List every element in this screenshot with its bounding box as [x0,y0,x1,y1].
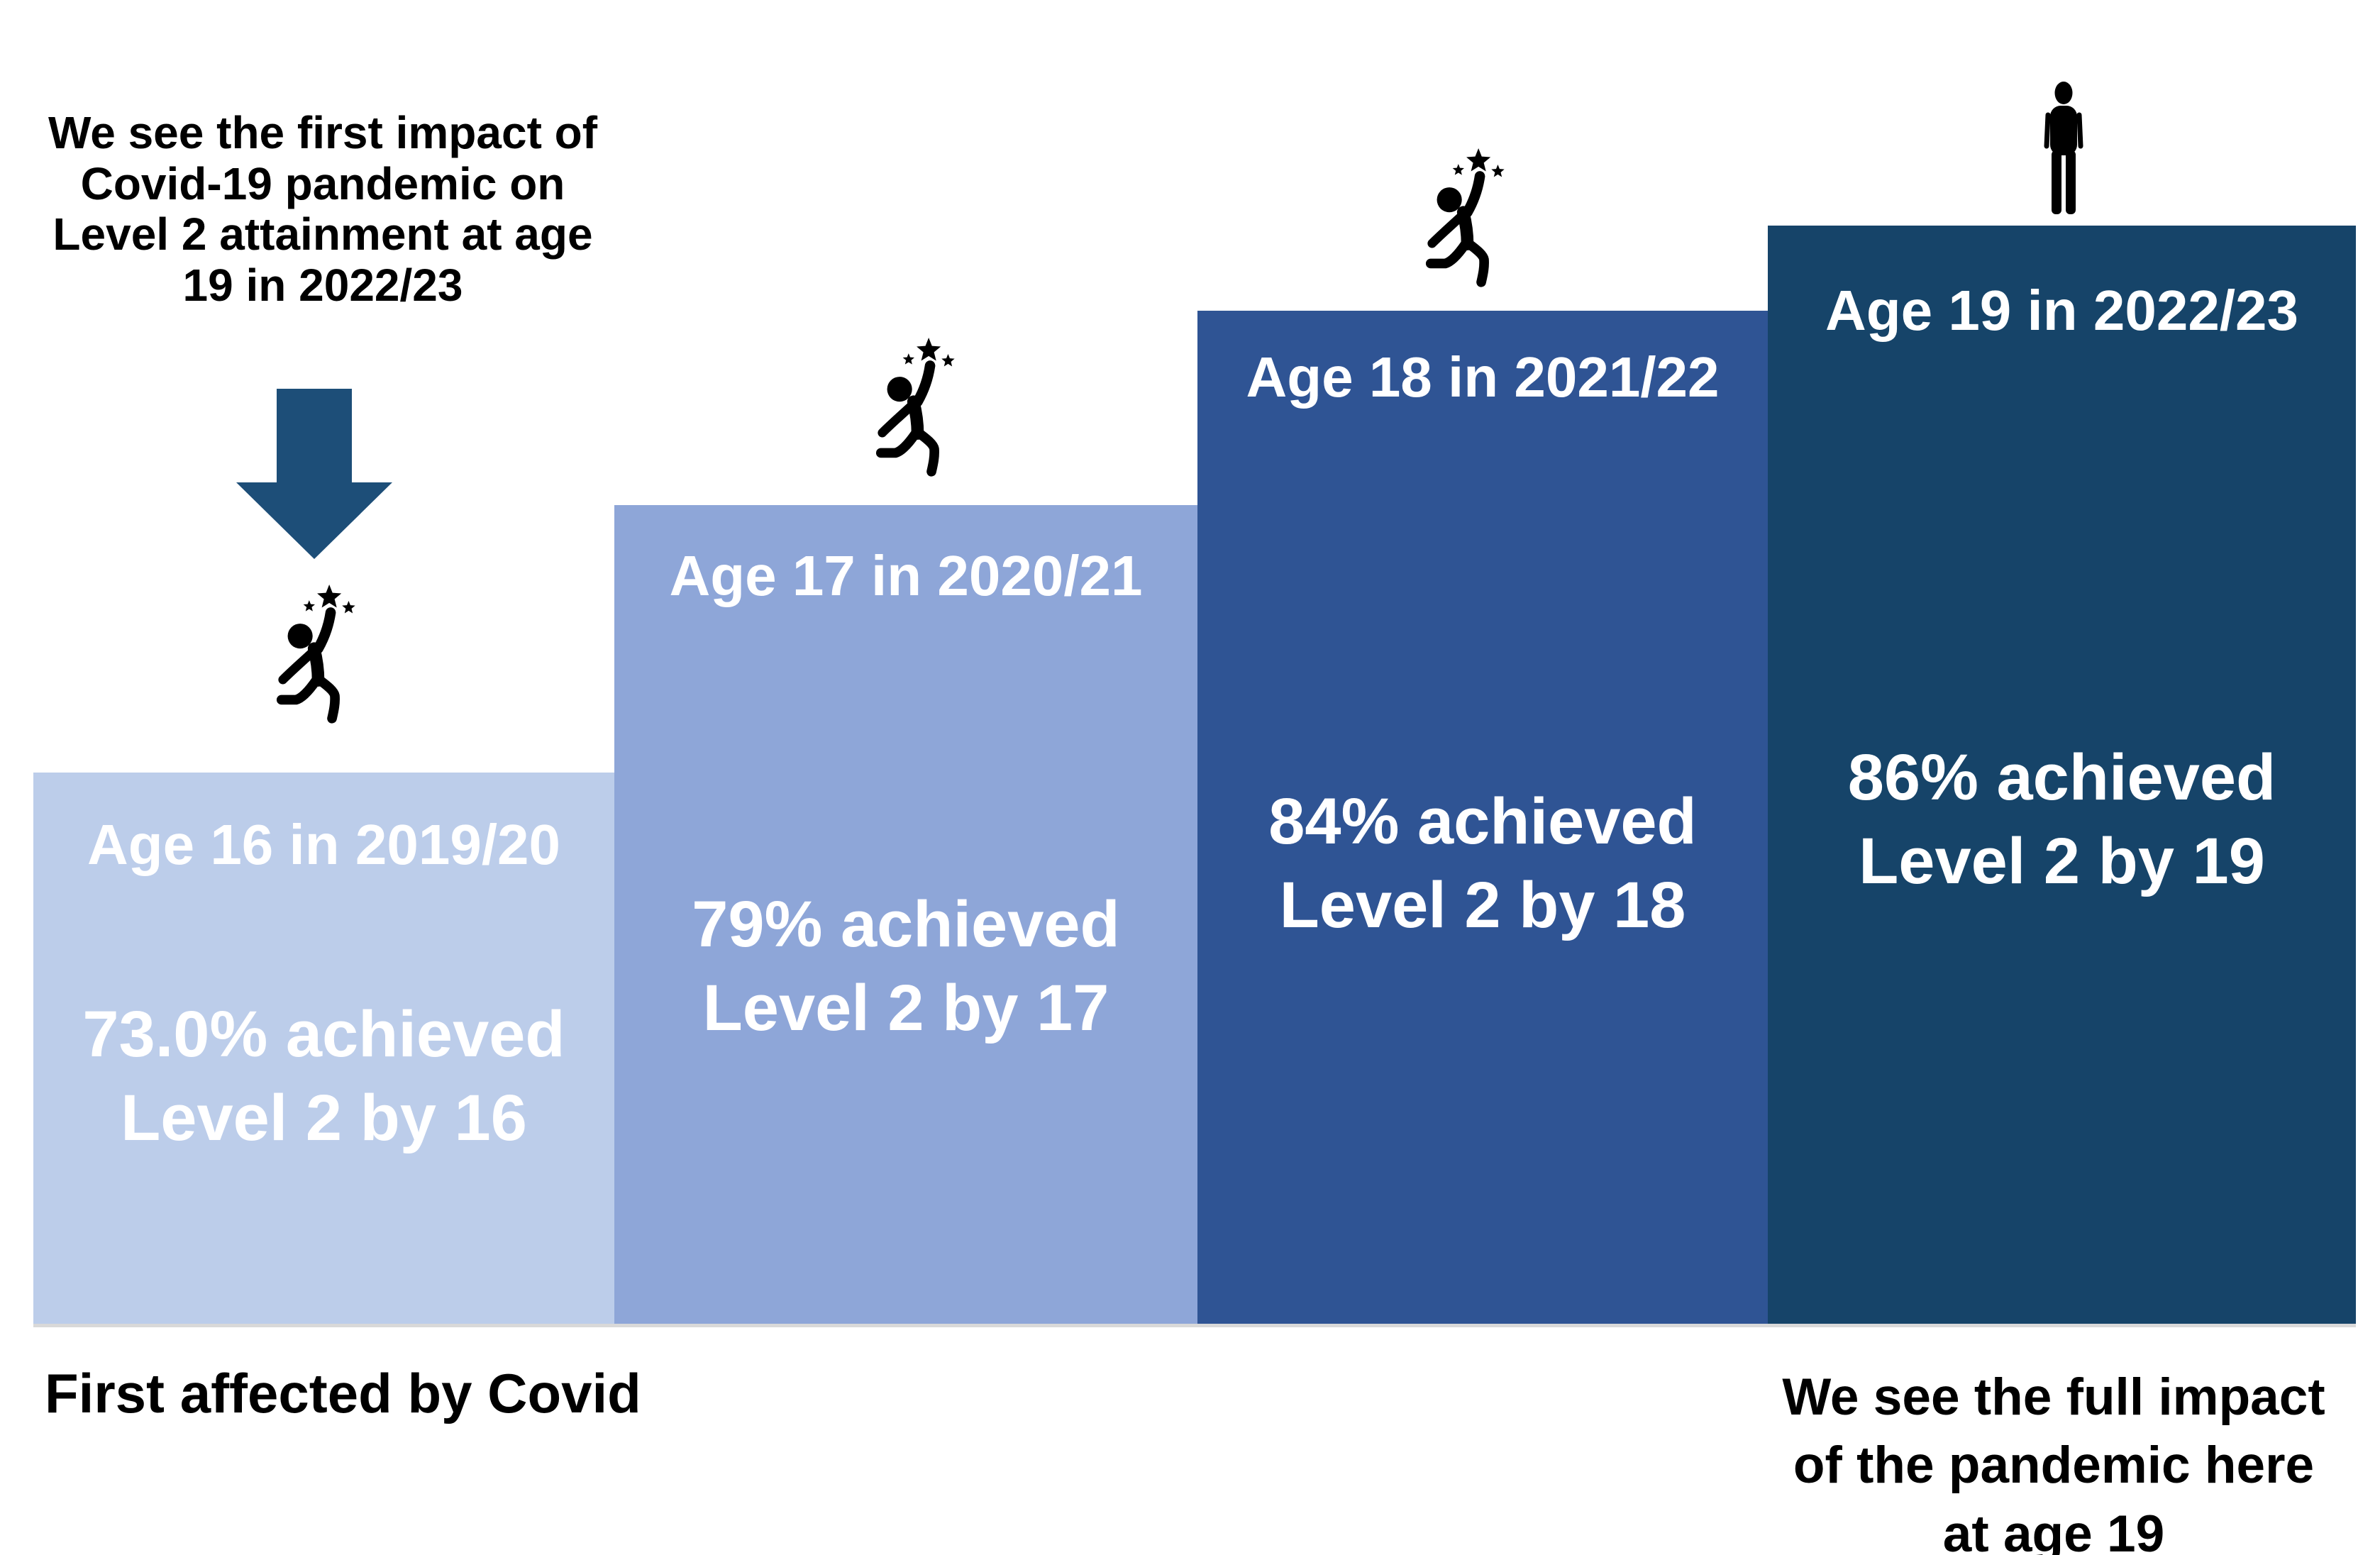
note-line: of the pandemic here [1793,1437,2315,1495]
value-line: 86% achieved [1847,741,2276,814]
value-line: Level 2 by 18 [1279,868,1686,941]
bar-age-18: Age 18 in 2021/22 84% achieved Level 2 b… [1197,311,1768,1324]
first-affected-label: First affected by Covid [45,1362,641,1424]
note-line: 19 in 2022/23 [182,260,463,311]
reaching-star-person-icon [1424,144,1511,293]
bar-age-18-header: Age 18 in 2021/22 [1246,345,1720,409]
note-line: We see the first impact of [48,107,598,158]
note-line: Covid-19 pandemic on [80,157,565,209]
value-line: 79% achieved [692,888,1120,961]
note-line: at age 19 [1942,1505,2165,1555]
value-line: 84% achieved [1268,785,1697,858]
bar-age-19: Age 19 in 2022/23 86% achieved Level 2 b… [1768,226,2356,1324]
bar-age-17: Age 17 in 2020/21 79% achieved Level 2 b… [614,505,1197,1324]
note-line: We see the full impact [1782,1368,2325,1426]
reaching-star-person-icon [275,580,362,729]
down-arrow-icon [236,389,392,559]
bars-baseline [33,1324,2356,1327]
bar-age-17-header: Age 17 in 2020/21 [669,544,1143,607]
standing-person-icon [2041,79,2086,218]
value-line: Level 2 by 16 [121,1081,527,1154]
full-impact-note: We see the full impact of the pandemic h… [1752,1363,2355,1555]
bar-age-17-value: 79% achieved Level 2 by 17 [614,883,1197,1051]
value-line: Level 2 by 19 [1859,824,2265,897]
value-line: 73.0% achieved [82,998,565,1070]
covid-first-impact-note: We see the first impact of Covid-19 pand… [39,107,607,311]
reaching-star-person-icon [875,333,961,482]
bar-age-18-value: 84% achieved Level 2 by 18 [1197,780,1768,948]
bar-age-16: Age 16 in 2019/20 73.0% achieved Level 2… [33,773,614,1324]
bar-age-16-value: 73.0% achieved Level 2 by 16 [33,993,614,1161]
bar-age-16-header: Age 16 in 2019/20 [87,813,561,876]
value-line: Level 2 by 17 [702,971,1109,1044]
bar-age-19-value: 86% achieved Level 2 by 19 [1768,736,2356,904]
bar-age-19-header: Age 19 in 2022/23 [1825,279,2299,342]
note-line: Level 2 attainment at age [52,209,593,260]
